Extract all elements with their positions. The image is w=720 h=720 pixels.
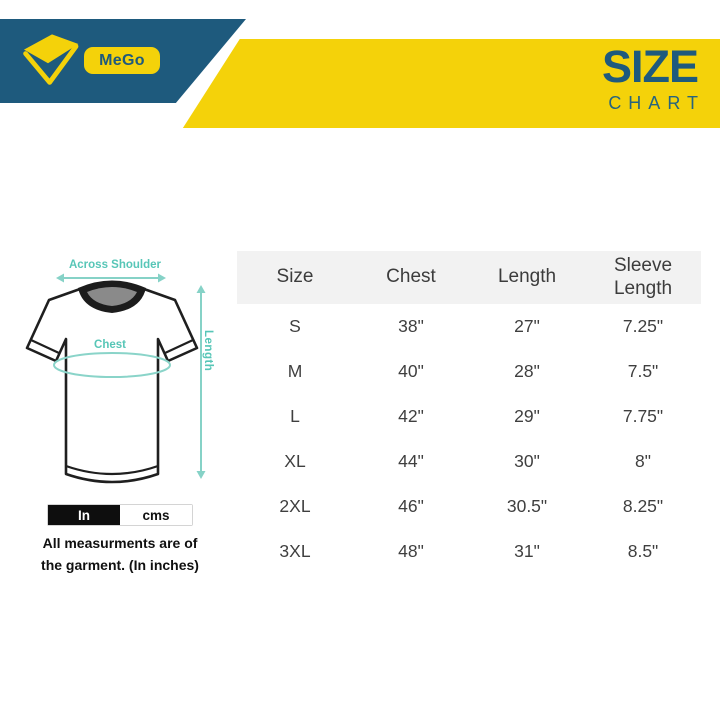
column-header-chest: Chest: [353, 251, 469, 304]
envelope-icon: [23, 34, 79, 85]
cell-sleeve: 7.25": [622, 316, 664, 336]
cell-length: 30.5": [506, 496, 548, 516]
label-chest: Chest: [94, 339, 126, 351]
brand-name: MeGo: [99, 51, 145, 69]
title-banner: [182, 39, 720, 128]
cell-sleeve: 8.25": [622, 496, 664, 516]
label-length: Length: [202, 330, 214, 372]
table-row: S 38" 27" 7.25": [237, 304, 701, 349]
cell-chest: 48": [398, 541, 424, 561]
size-table-header: Size Chest Length Sleeve Length: [237, 251, 701, 304]
brand-badge: MeGo: [84, 47, 160, 74]
cell-length: 29": [514, 406, 540, 426]
cell-chest: 44": [398, 451, 424, 471]
table-row: 3XL 48" 31" 8.5": [237, 529, 701, 574]
tshirt-diagram: [25, 273, 206, 484]
label-across-shoulder: Across Shoulder: [68, 259, 162, 271]
unit-cms-button[interactable]: cms: [120, 505, 192, 525]
page-title-chart: CHART: [608, 93, 705, 113]
cell-chest: 40": [398, 361, 424, 381]
cell-size: S: [289, 316, 301, 336]
cell-sleeve: 7.75": [622, 406, 664, 426]
cell-size: 3XL: [279, 541, 311, 561]
brand-banner: MeGo: [0, 19, 246, 103]
cell-sleeve: 8": [635, 451, 651, 471]
measurement-note-line2: the garment. (In inches): [41, 556, 199, 573]
cell-length: 27": [514, 316, 540, 336]
table-row: 2XL 46" 30.5" 8.25": [237, 484, 701, 529]
table-row: XL 44" 30" 8": [237, 439, 701, 484]
cell-chest: 42": [398, 406, 424, 426]
measurement-note-line1: All measurments are of: [42, 535, 198, 551]
unit-toggle: In cms: [47, 504, 193, 526]
size-table: Size Chest Length Sleeve Length S 38" 27…: [237, 251, 701, 574]
cell-sleeve: 8.5": [627, 541, 659, 561]
length-arrow-icon: [196, 285, 206, 479]
cell-length: 30": [514, 451, 540, 471]
cell-size: XL: [284, 451, 306, 471]
column-header-sleeve-length: Sleeve Length: [585, 251, 701, 304]
cell-length: 31": [514, 541, 540, 561]
measurement-note: All measurments are of the garment. (In …: [20, 533, 220, 576]
table-row: L 42" 29" 7.75": [237, 394, 701, 439]
shoulder-arrow-icon: [56, 273, 166, 283]
cell-size: M: [287, 361, 303, 381]
cell-size: 2XL: [279, 496, 311, 516]
collar: [78, 280, 146, 313]
cell-length: 28": [514, 361, 540, 381]
cell-chest: 46": [398, 496, 424, 516]
unit-in-button[interactable]: In: [48, 505, 120, 525]
table-row: M 40" 28" 7.5": [237, 349, 701, 394]
page-title-size: SIZE: [601, 41, 699, 92]
cell-sleeve: 7.5": [627, 361, 659, 381]
column-header-length: Length: [469, 251, 585, 304]
cell-chest: 38": [398, 316, 424, 336]
header-row: Size Chest Length Sleeve Length: [237, 251, 701, 304]
cell-size: L: [290, 406, 300, 426]
chest-ellipse: [53, 352, 171, 378]
column-header-size: Size: [237, 251, 353, 304]
tshirt-outline: [25, 281, 199, 484]
